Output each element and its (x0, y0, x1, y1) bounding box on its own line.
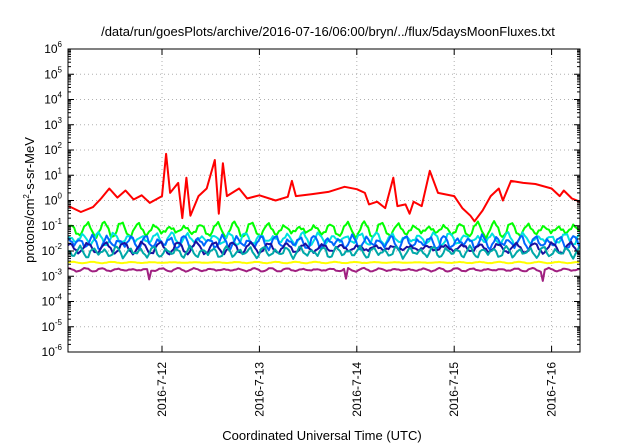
y-tick-label: 10-4 (42, 293, 63, 309)
y-axis-label: protons/cm2-s-sr-MeV (22, 137, 37, 263)
series-line (67, 244, 581, 260)
series-line (67, 260, 580, 265)
y-tick-label: 10-2 (42, 242, 63, 258)
y-tick-label: 102 (44, 141, 62, 157)
series-line (67, 231, 581, 247)
y-tick-label: 10-5 (42, 318, 63, 334)
series-line (67, 266, 580, 282)
y-tick-label: 10-1 (42, 217, 63, 233)
x-tick-label: 2016-7-15 (447, 362, 461, 417)
y-tick-label: 10-6 (42, 343, 63, 359)
y-tick-label: 105 (44, 65, 62, 81)
y-tick-label: 106 (44, 40, 62, 56)
y-tick-label: 101 (44, 166, 62, 182)
axis-ticks: 10-6 10-5 10-4 10-3 10-2 10-1 100 101 102 103 104 1… (42, 40, 580, 417)
x-axis-label: Coordinated Universal Time (UTC) (222, 428, 421, 443)
x-tick-label: 2016-7-16 (545, 362, 559, 417)
chart-title: /data/run/goesPlots/archive/2016-07-16/0… (101, 24, 555, 39)
series-line (67, 220, 581, 240)
grid-lines (68, 49, 580, 352)
y-tick-label: 103 (44, 116, 62, 132)
y-tick-label: 100 (44, 192, 62, 208)
x-tick-label: 2016-7-14 (350, 362, 364, 417)
y-tick-label: 10-3 (42, 267, 63, 283)
series-lines (67, 152, 581, 282)
series-line (68, 152, 581, 223)
y-tick-label: 104 (44, 91, 62, 107)
x-tick-label: 2016-7-12 (155, 362, 169, 417)
x-tick-label: 2016-7-13 (252, 362, 266, 417)
